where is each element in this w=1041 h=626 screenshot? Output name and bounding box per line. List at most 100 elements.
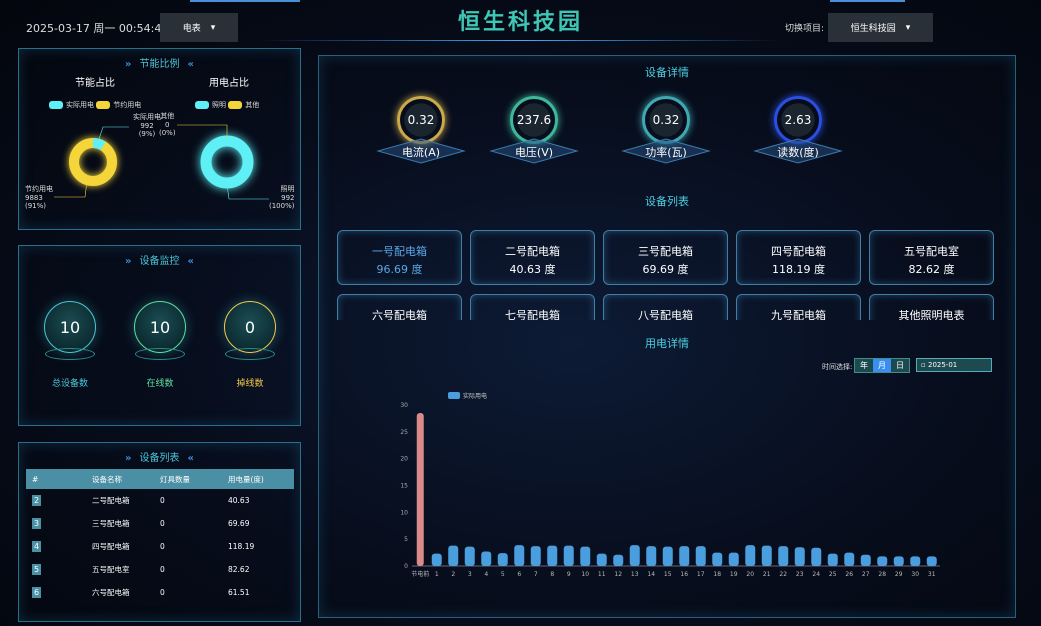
usage-legend[interactable]: 照明 其他: [195, 100, 259, 110]
segment-1[interactable]: 月: [873, 359, 891, 372]
x-tick-label: 20: [746, 571, 754, 578]
x-tick-label: 16: [680, 571, 688, 578]
device-card[interactable]: 其他照明电表: [869, 294, 994, 320]
table-row[interactable]: 3 三号配电箱 0 69.69: [32, 518, 250, 529]
bar-15[interactable]: [662, 546, 673, 566]
segment-0[interactable]: 年: [855, 359, 873, 372]
device-card-list[interactable]: 一号配电箱 96.69 度二号配电箱 40.63 度三号配电箱 69.69 度四号配电…: [337, 230, 1002, 320]
monitor-label: 掉线数: [236, 379, 264, 389]
x-tick-label: 27: [862, 571, 870, 578]
bar-1[interactable]: [431, 553, 442, 566]
x-tick-label: 18: [713, 571, 721, 578]
device-card[interactable]: 七号配电箱: [470, 294, 595, 320]
x-tick-label: 节电前: [411, 570, 429, 578]
date-picker[interactable]: ▫ 2025-01: [916, 358, 992, 372]
legend-swatch[interactable]: [448, 392, 460, 399]
table-row[interactable]: 6 六号配电箱 0 61.51: [32, 587, 250, 598]
device-card[interactable]: 六号配电箱: [337, 294, 462, 320]
x-tick-label: 17: [697, 571, 705, 578]
bar-节电前[interactable]: [416, 413, 424, 566]
bar-31[interactable]: [926, 556, 937, 566]
donut-actual: [69, 138, 117, 186]
bar-21[interactable]: [761, 545, 772, 566]
device-card[interactable]: 三号配电箱 69.69 度: [603, 230, 728, 285]
bar-25[interactable]: [827, 553, 838, 566]
bar-14[interactable]: [646, 546, 657, 566]
bar-7[interactable]: [530, 546, 541, 566]
monitor-label: 总设备数: [51, 379, 88, 389]
bar-5[interactable]: [497, 553, 508, 566]
usage-title: 用电占比: [209, 78, 249, 89]
bar-16[interactable]: [679, 546, 690, 566]
y-tick-label: 25: [400, 429, 408, 436]
device-card[interactable]: 四号配电箱 118.19 度: [736, 230, 861, 285]
project-select[interactable]: 恒生科技园 ▾: [828, 13, 933, 42]
chevron-right-icon: »: [125, 59, 132, 70]
y-tick-label: 5: [404, 536, 408, 543]
device-card[interactable]: 八号配电箱: [603, 294, 728, 320]
bar-23[interactable]: [794, 547, 805, 566]
legend-label: 实际用电: [463, 392, 487, 400]
panel-title: 设备监控: [139, 256, 180, 267]
header-glow-line: [260, 40, 780, 41]
chevron-right-icon: »: [125, 453, 132, 464]
bar-19[interactable]: [728, 552, 739, 566]
device-monitor-panel: » 设备监控 « 10 总设备数 10 在线数 0 掉线数: [18, 245, 301, 426]
device-card[interactable]: 一号配电箱 96.69 度: [337, 230, 462, 285]
x-tick-label: 13: [631, 571, 639, 578]
x-tick-label: 19: [730, 571, 738, 578]
page-title: 恒生科技园: [457, 10, 583, 35]
x-tick-label: 30: [911, 571, 919, 578]
bar-20[interactable]: [745, 545, 756, 566]
x-tick-label: 24: [812, 571, 820, 578]
table-row[interactable]: 5 五号配电室 0 82.62: [32, 564, 250, 575]
orb-base: [225, 348, 275, 360]
x-tick-label: 11: [598, 571, 606, 578]
x-tick-label: 15: [664, 571, 672, 578]
bar-22[interactable]: [778, 546, 789, 566]
caret-down-icon: ▾: [210, 22, 216, 33]
monitor-label: 在线数: [146, 379, 174, 389]
bar-12[interactable]: [613, 554, 624, 566]
bar-17[interactable]: [695, 546, 706, 566]
device-list-title: 设备列表: [645, 195, 689, 208]
table-row[interactable]: 4 四号配电箱 0 118.19: [32, 541, 255, 552]
gauge: 0.32 功率(瓦): [621, 96, 711, 164]
monitor-orb: 10: [134, 301, 186, 353]
bar-10[interactable]: [580, 546, 591, 566]
bar-13[interactable]: [629, 545, 640, 566]
bar-29[interactable]: [893, 556, 904, 566]
bar-8[interactable]: [547, 545, 558, 566]
x-tick-label: 4: [484, 571, 488, 578]
saving-legend[interactable]: 实际用电 节约用电: [49, 100, 141, 110]
bar-2[interactable]: [448, 545, 459, 566]
table-row[interactable]: 2 二号配电箱 0 40.63: [32, 495, 250, 506]
bar-11[interactable]: [596, 553, 607, 566]
device-card[interactable]: 二号配电箱 40.63 度: [470, 230, 595, 285]
x-tick-label: 10: [581, 571, 589, 578]
device-card[interactable]: 五号配电室 82.62 度: [869, 230, 994, 285]
gauge: 0.32 电流(A): [376, 96, 466, 164]
bar-28[interactable]: [877, 556, 888, 566]
x-tick-label: 14: [647, 571, 655, 578]
segment-2[interactable]: 日: [891, 359, 909, 372]
device-detail-title: 设备详情: [645, 66, 689, 79]
bar-24[interactable]: [811, 547, 822, 566]
meter-select-value: 电表: [182, 24, 201, 34]
x-tick-label: 2: [451, 571, 455, 578]
gauge: 237.6 电压(V): [489, 96, 579, 164]
bar-26[interactable]: [844, 552, 855, 566]
panel-title: 设备列表: [139, 453, 180, 464]
bar-4[interactable]: [481, 551, 492, 566]
device-card[interactable]: 九号配电箱: [736, 294, 861, 320]
bar-30[interactable]: [910, 556, 921, 566]
bar-27[interactable]: [860, 554, 871, 566]
bar-9[interactable]: [563, 545, 574, 566]
bar-18[interactable]: [712, 552, 723, 566]
bar-3[interactable]: [464, 546, 475, 566]
bar-6[interactable]: [514, 545, 525, 566]
meter-select[interactable]: 电表 ▾: [160, 13, 238, 42]
caret-down-icon: ▾: [905, 22, 911, 33]
monitor-orb: 0: [224, 301, 276, 353]
device-table-panel: » 设备列表 « # 设备名称 灯具数量 用电量(度) 2 二号配电箱 0 40.63 3 三号配电…: [18, 442, 301, 622]
